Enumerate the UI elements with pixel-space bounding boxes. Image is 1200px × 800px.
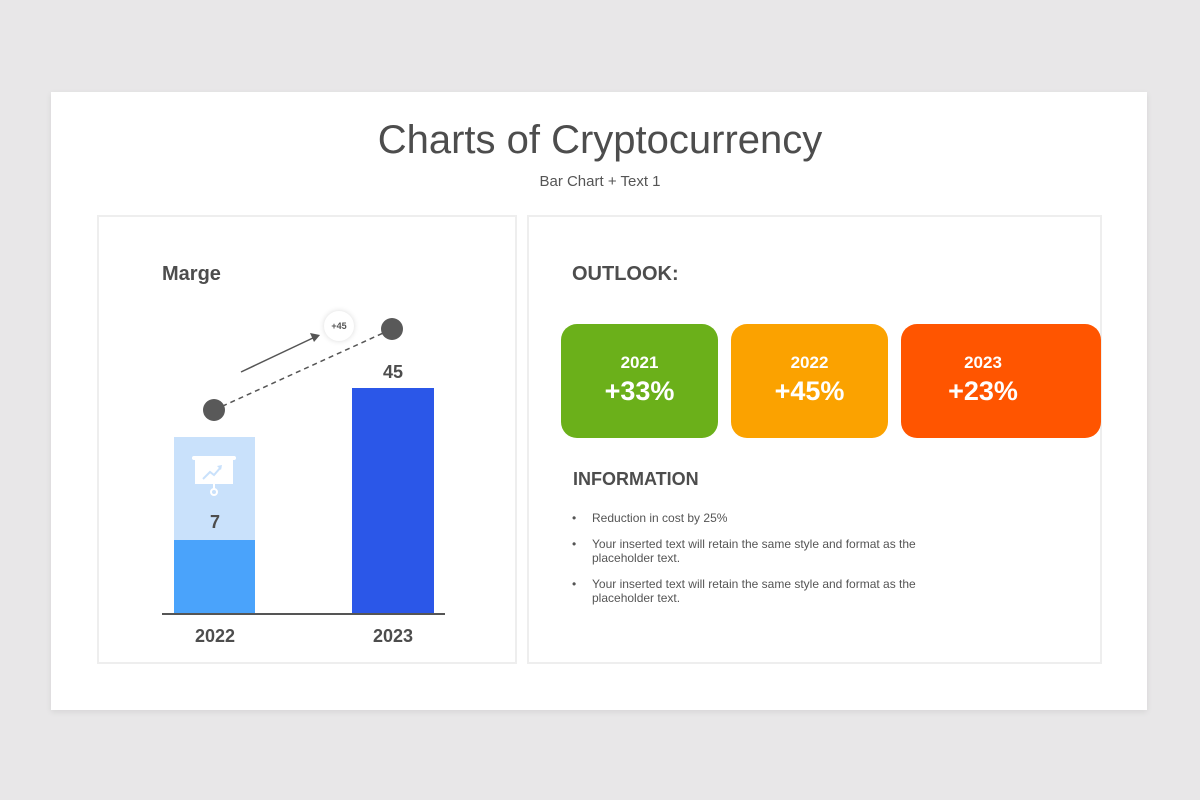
outlook-card-2022: 2022 +45% <box>731 324 888 438</box>
arrow-head-icon <box>310 333 320 342</box>
presentation-chart-icon <box>192 456 236 496</box>
card-year: 2023 <box>964 353 1002 372</box>
bullet-icon: • <box>572 511 577 525</box>
trend-line <box>213 328 393 411</box>
outlook-card-2021: 2021 +33% <box>561 324 718 438</box>
x-axis <box>162 613 445 615</box>
chart-title: Marge <box>162 263 221 285</box>
list-item: • Reduction in cost by 25% <box>572 511 728 525</box>
card-year: 2021 <box>620 353 659 372</box>
list-item: • Your inserted text will retain the same… <box>572 537 916 565</box>
bar-label-2023: 45 <box>382 362 404 382</box>
change-badge: +45 <box>324 311 354 341</box>
bar-2022-lower <box>174 540 255 614</box>
data-point-2023 <box>381 318 403 340</box>
bullet-icon: • <box>572 577 577 591</box>
list-item: • Your inserted text will retain the same… <box>572 577 916 605</box>
information-title: INFORMATION <box>573 469 699 489</box>
outlook-title: OUTLOOK: <box>572 263 679 285</box>
bullet-icon: • <box>572 537 577 551</box>
page-title: Charts of Cryptocurrency <box>377 118 823 162</box>
chart-panel <box>97 215 517 664</box>
x-label-2023: 2023 <box>372 626 414 646</box>
information-list: • Reduction in cost by 25% • Your inserted… <box>572 511 952 617</box>
x-label-2022: 2022 <box>194 626 236 646</box>
card-value: +23% <box>948 376 1018 406</box>
bar-label-2022: 7 <box>209 512 220 532</box>
data-point-2022 <box>203 399 225 421</box>
card-value: +33% <box>604 376 675 406</box>
page-subtitle: Bar Chart + Text 1 <box>539 173 661 190</box>
outlook-card-2023: 2023 +23% <box>901 324 1101 438</box>
outlook-panel <box>527 215 1102 664</box>
card-value: +45% <box>774 376 845 406</box>
card-year: 2022 <box>790 353 829 372</box>
bar-2023 <box>352 388 434 614</box>
